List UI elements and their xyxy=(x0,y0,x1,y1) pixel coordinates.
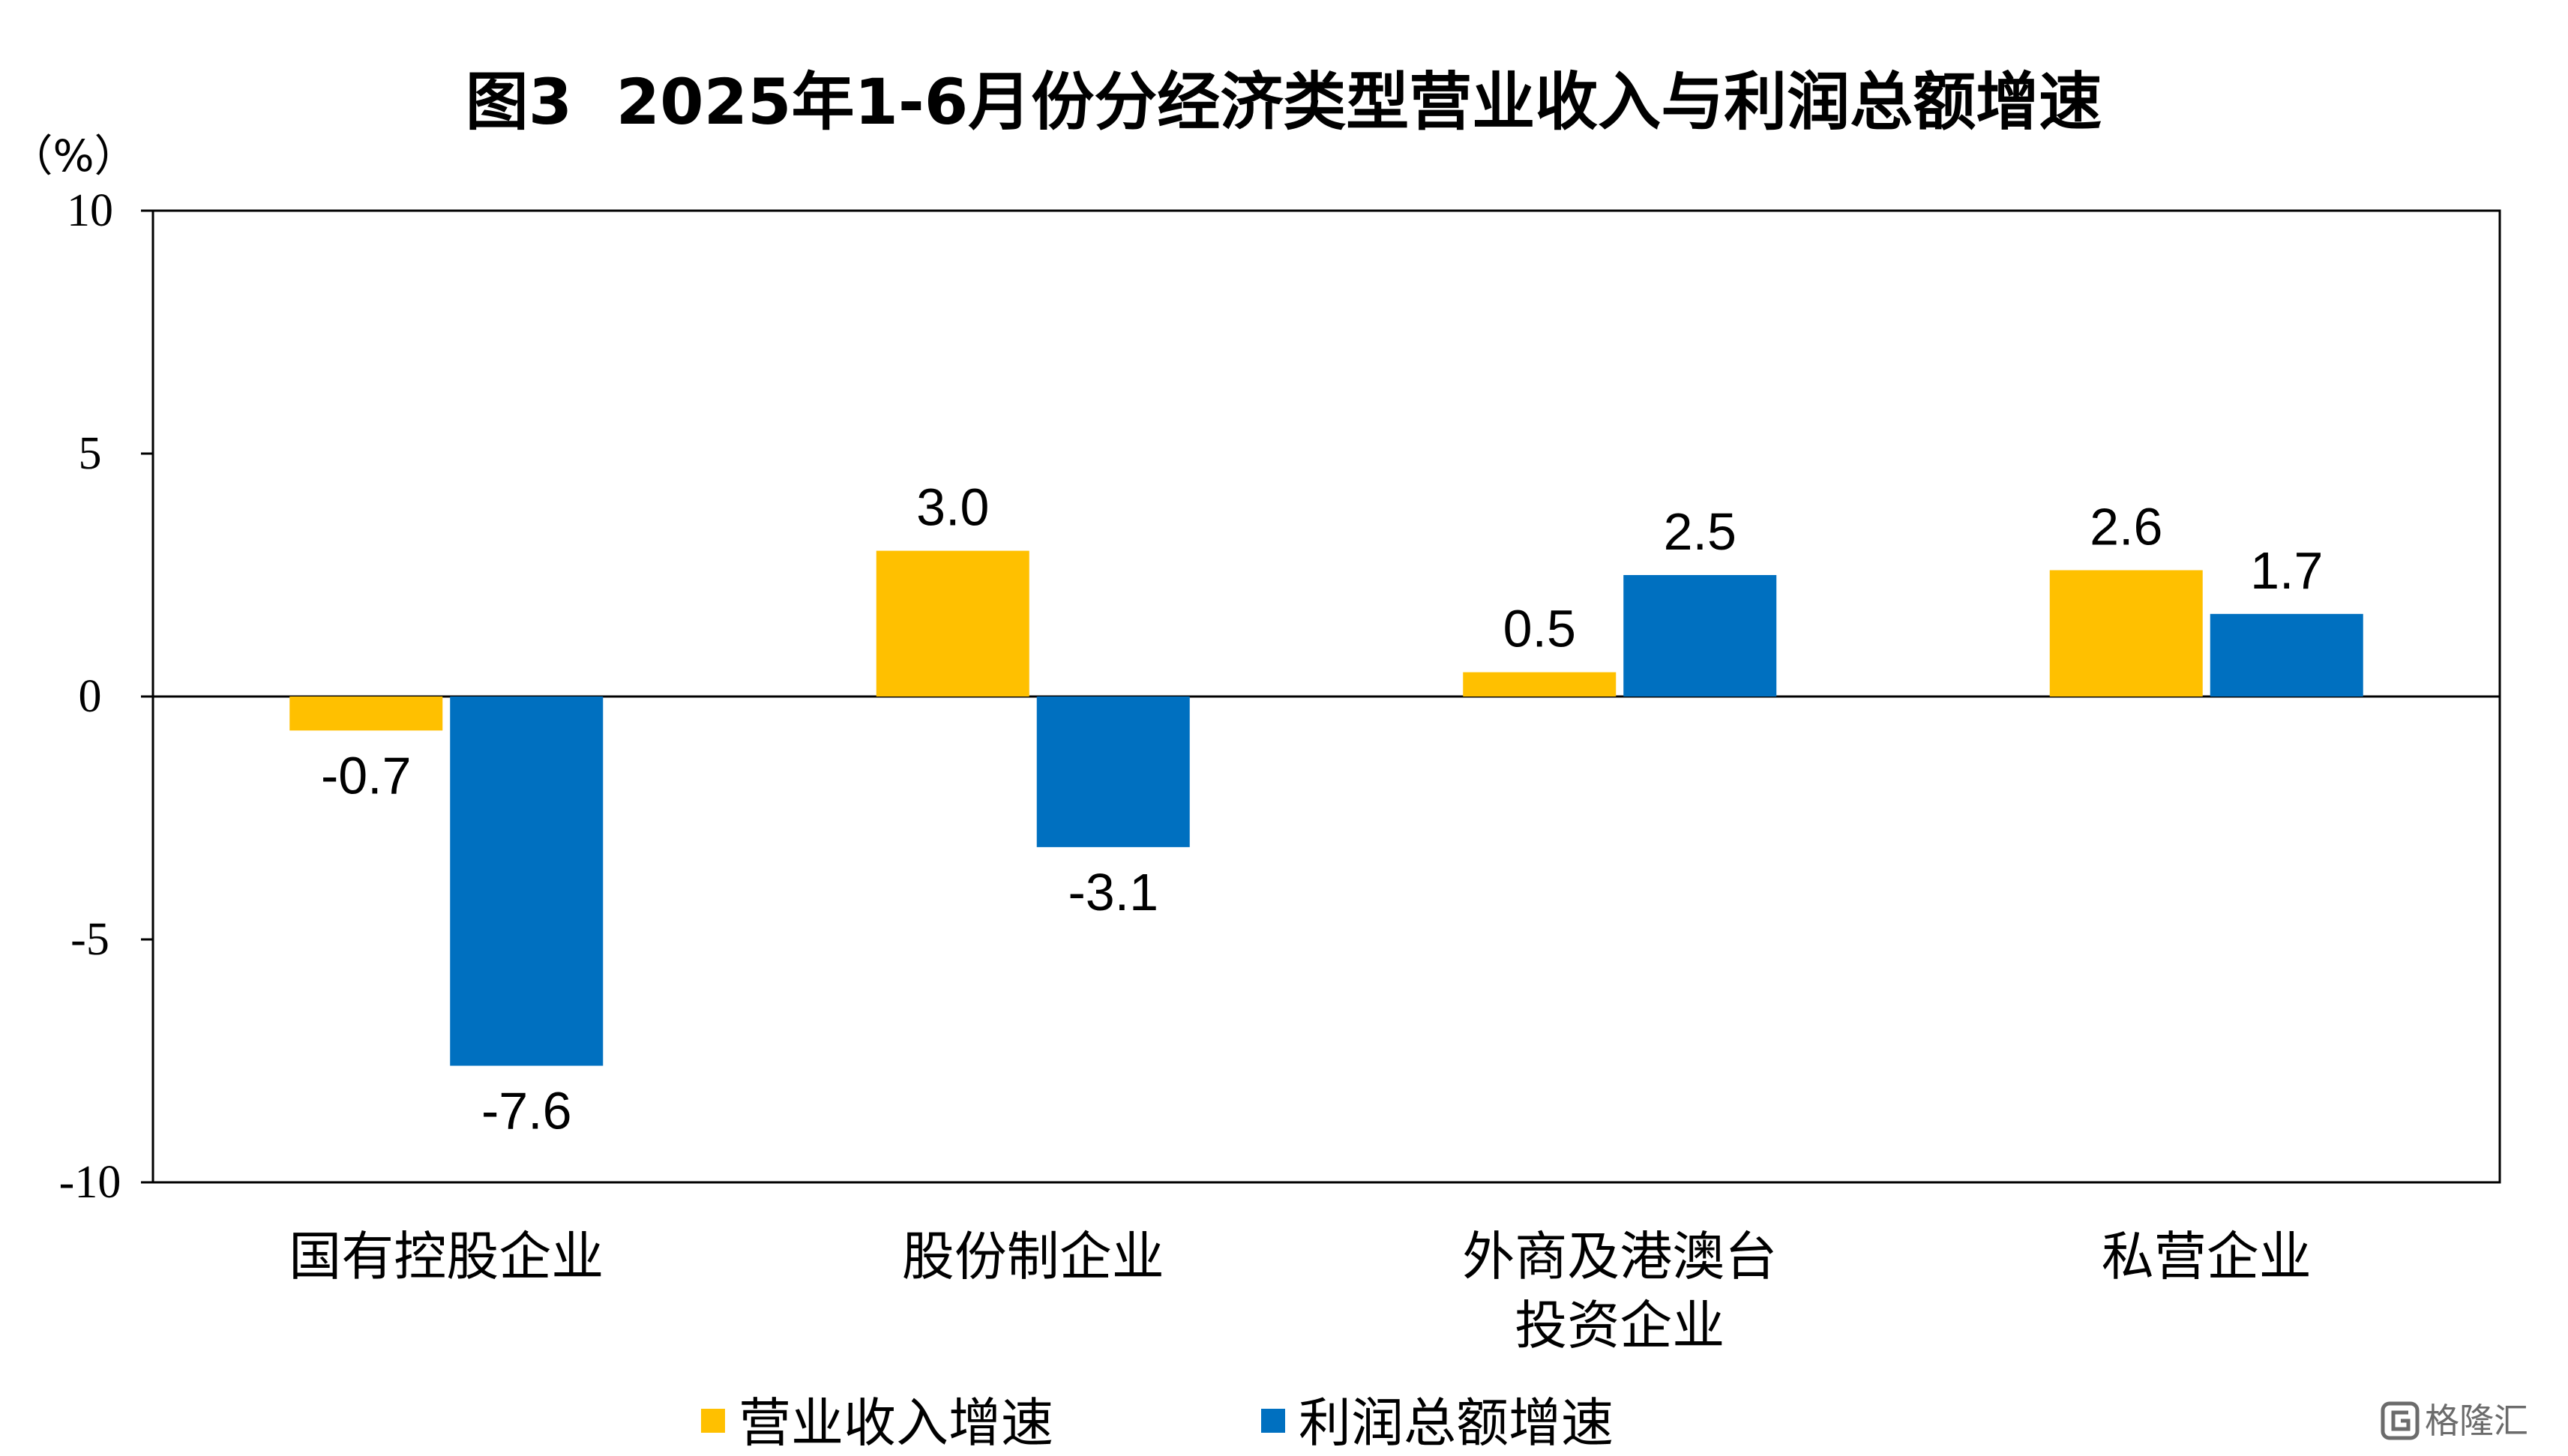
chart-title: 图3 2025年1-6月份分经济类型营业收入与利润总额增速 xyxy=(466,65,2102,139)
x-tick-label: 私营企业 xyxy=(2102,1226,2312,1287)
bar-profit xyxy=(2210,613,2363,697)
legend-swatch xyxy=(701,1409,725,1433)
bar-profit xyxy=(1036,697,1190,847)
gelonghui-logo-icon xyxy=(2381,1401,2420,1440)
bar-profit xyxy=(1623,575,1777,697)
y-tick-label: 5 xyxy=(79,428,102,479)
x-tick-label: 外商及港澳台 xyxy=(1462,1226,1777,1287)
data-label: 2.6 xyxy=(2090,498,2162,556)
y-tick-label: 0 xyxy=(79,671,102,722)
y-tick-label: 10 xyxy=(67,185,113,236)
y-tick-label: -5 xyxy=(70,914,109,965)
y-tick-label: -10 xyxy=(59,1157,121,1208)
bar-revenue xyxy=(876,550,1029,697)
bar-series: -0.7 -7.6 3.0 -3.1 0.5 2.5 2.6 1.7 xyxy=(289,478,2363,1140)
legend: 营业收入增速 利润总额增速 xyxy=(701,1392,1614,1454)
y-axis-unit-label: （%） xyxy=(9,130,137,181)
x-tick-label: 股份制企业 xyxy=(902,1226,1164,1287)
y-axis: 10 5 0 -5 -10 xyxy=(59,185,153,1208)
data-label: 1.7 xyxy=(2250,541,2323,600)
x-tick-label: 投资企业 xyxy=(1515,1295,1724,1356)
data-label: -0.7 xyxy=(321,746,412,804)
data-label: 3.0 xyxy=(916,478,989,537)
watermark-text: 格隆汇 xyxy=(2425,1401,2528,1441)
legend-swatch xyxy=(1261,1409,1285,1433)
data-label: -7.6 xyxy=(481,1081,572,1140)
x-tick-label: 国有控股企业 xyxy=(289,1226,604,1287)
legend-label: 营业收入增速 xyxy=(739,1392,1053,1454)
bar-revenue xyxy=(1463,672,1617,697)
bar-revenue xyxy=(2049,570,2203,697)
legend-label: 利润总额增速 xyxy=(1299,1392,1614,1454)
watermark: 格隆汇 xyxy=(2381,1401,2528,1441)
bar-profit xyxy=(450,697,604,1066)
data-label: 2.5 xyxy=(1664,502,1736,561)
data-label: -3.1 xyxy=(1068,863,1158,921)
data-label: 0.5 xyxy=(1503,600,1576,658)
bar-revenue xyxy=(289,697,443,731)
